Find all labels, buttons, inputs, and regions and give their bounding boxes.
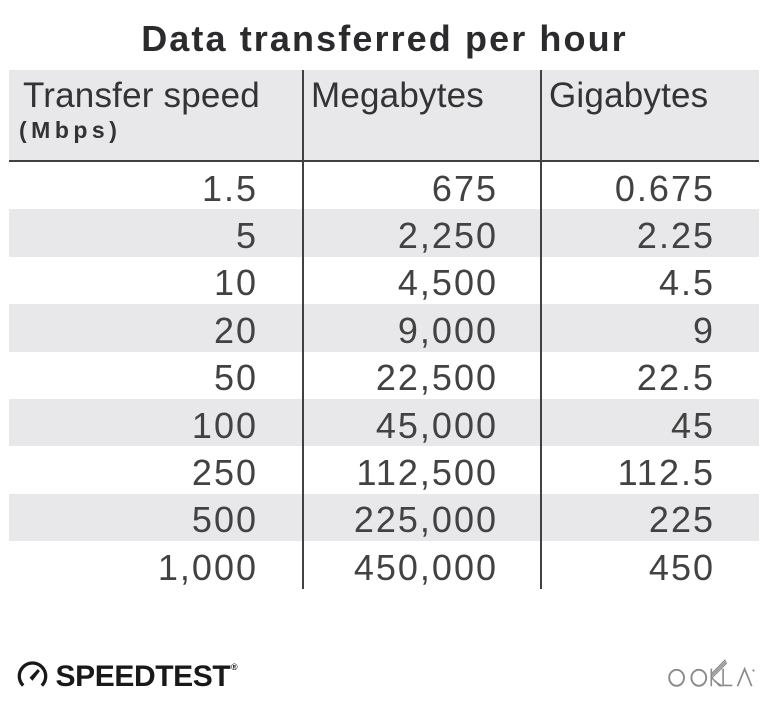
svg-text:SPEEDTEST: SPEEDTEST bbox=[56, 660, 231, 693]
svg-text:®: ® bbox=[231, 662, 238, 672]
